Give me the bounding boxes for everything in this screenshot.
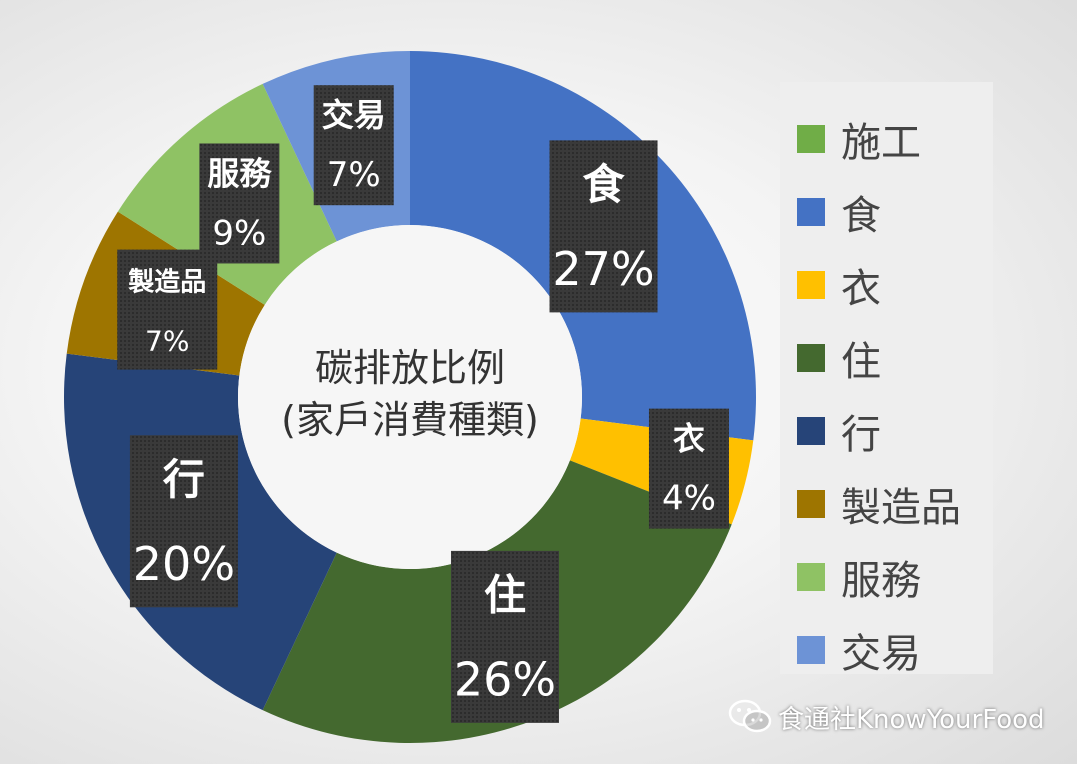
data-label-box	[549, 140, 658, 313]
legend-swatch	[797, 416, 825, 445]
data-label-services: 服務 9%	[199, 143, 280, 264]
legend-item-manufactured-goods: 製造品	[780, 467, 993, 540]
data-label-value: 9%	[212, 213, 266, 253]
data-label-value: 7%	[145, 324, 189, 357]
data-label-box	[648, 408, 729, 529]
legend-swatch	[797, 635, 825, 664]
legend-swatch	[797, 489, 825, 518]
data-label-box	[199, 143, 280, 264]
donut-hole	[238, 225, 582, 569]
legend-label: 衣	[841, 265, 881, 312]
data-label-housing: 住 26%	[450, 550, 559, 723]
legend-label: 行	[841, 411, 881, 458]
data-label-category: 服務	[207, 154, 272, 192]
data-label-category: 食	[583, 160, 626, 209]
legend-item-clothing: 衣	[780, 248, 993, 321]
legend-swatch	[797, 562, 825, 591]
data-label-value: 7%	[327, 155, 381, 195]
data-label-category: 衣	[673, 419, 705, 457]
legend-item-trade: 交易	[780, 613, 993, 686]
data-label-category: 住	[484, 570, 526, 619]
data-label-manufactured-goods: 製造品 7%	[117, 249, 218, 370]
data-label-clothing: 衣 4%	[648, 408, 729, 529]
legend-label: 交易	[841, 630, 921, 677]
data-label-food: 食 27%	[549, 140, 658, 313]
legend-swatch	[797, 124, 825, 153]
watermark-text: 食通社KnowYourFood	[778, 704, 1045, 735]
data-label-box	[313, 85, 394, 206]
legend-item-construction: 施工	[780, 102, 993, 175]
watermark: 食通社KnowYourFood	[728, 696, 1045, 738]
data-label-value: 4%	[662, 478, 716, 518]
legend-swatch	[797, 197, 825, 226]
legend-label: 製造品	[841, 484, 961, 531]
data-label-value: 26%	[454, 652, 556, 706]
data-label-category: 交易	[322, 96, 386, 134]
data-label-category: 行	[163, 455, 205, 504]
legend-label: 服務	[841, 557, 921, 604]
chart-title: 碳排放比例(家戶消費種類)	[281, 346, 539, 442]
legend-item-food: 食	[780, 175, 993, 248]
legend-label: 施工	[841, 119, 921, 166]
data-label-box	[117, 249, 218, 370]
legend-item-services: 服務	[780, 540, 993, 613]
data-label-value: 27%	[552, 242, 654, 296]
legend-swatch	[797, 343, 825, 372]
legend-item-housing: 住	[780, 321, 993, 394]
legend-swatch	[797, 270, 825, 299]
chart-legend: 施工 食 衣 住 行 製造品 服務 交易	[780, 82, 993, 677]
legend-label: 住	[841, 338, 881, 385]
data-label-trade: 交易 7%	[313, 85, 394, 206]
data-label-category: 製造品	[128, 267, 206, 297]
data-label-box	[129, 435, 238, 608]
data-label-transport: 行 20%	[129, 435, 238, 608]
wechat-icon	[728, 699, 772, 733]
data-label-value: 20%	[133, 537, 235, 591]
data-label-box	[450, 550, 559, 723]
legend-label: 食	[841, 192, 881, 239]
legend-item-transport: 行	[780, 394, 993, 467]
